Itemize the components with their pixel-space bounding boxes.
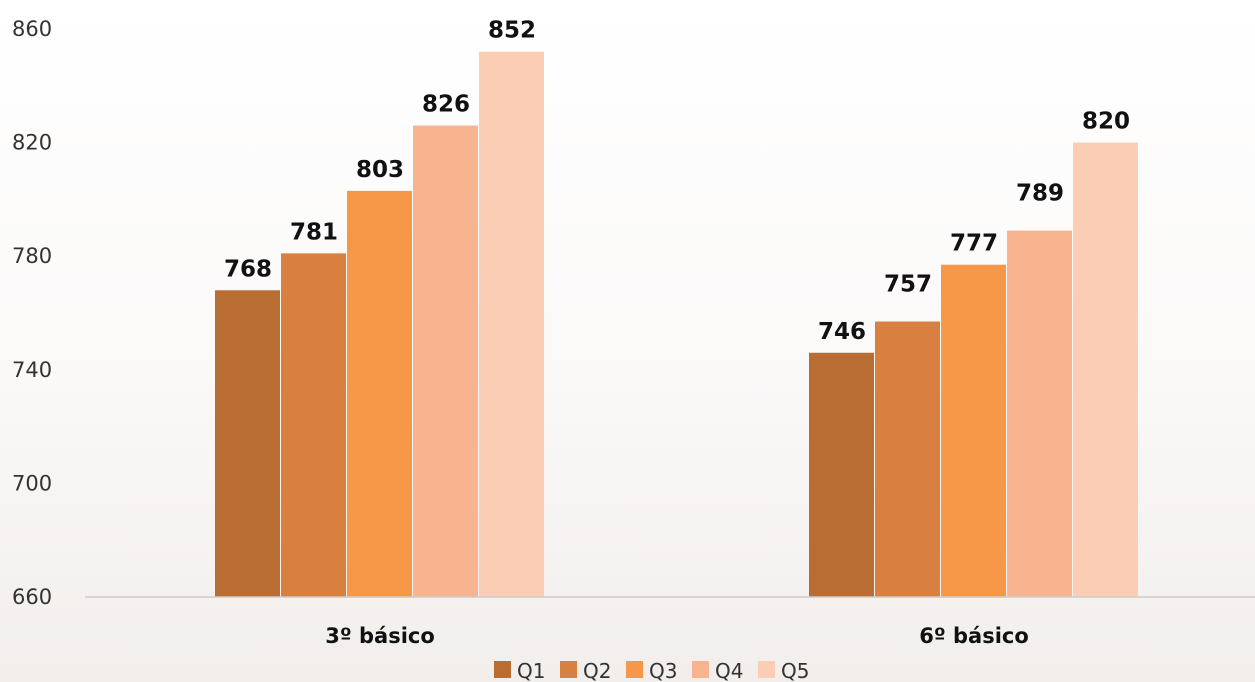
category-label: 3º básico [325, 624, 435, 648]
legend-label: Q2 [583, 659, 611, 682]
data-label-q3-2: 777 [950, 231, 998, 257]
legend-item-q2: Q2 [560, 659, 611, 682]
data-labels: 768 781 803 826 852 746 757 777 789 820 [224, 18, 1130, 345]
y-tick-label: 860 [12, 17, 52, 41]
legend-swatch [626, 661, 643, 678]
y-tick-label: 780 [12, 244, 52, 268]
bar-q5-1 [479, 51, 544, 598]
data-label-q5-2: 820 [1082, 109, 1130, 135]
data-label-q4-1: 826 [422, 92, 470, 118]
legend-label: Q4 [715, 659, 743, 682]
legend-label: Q1 [517, 659, 545, 682]
legend-label: Q3 [649, 659, 677, 682]
bar-q1-2 [809, 352, 874, 597]
legend-swatch [758, 661, 775, 678]
data-label-q3-1: 803 [356, 157, 404, 183]
legend-label: Q5 [781, 659, 809, 682]
legend-swatch [692, 661, 709, 678]
y-tick-label: 820 [12, 131, 52, 155]
data-label-q5-1: 852 [488, 18, 536, 44]
legend-item-q4: Q4 [692, 659, 743, 682]
bar-q5-2 [1073, 142, 1138, 597]
legend-swatch [560, 661, 577, 678]
bar-q2-2 [875, 321, 940, 597]
y-tick-label: 700 [12, 471, 52, 495]
bar-q2-1 [281, 253, 346, 598]
bar-q4-2 [1007, 230, 1072, 597]
x-axis: 3º básico 6º básico [325, 624, 1029, 648]
data-label-q1-2: 746 [818, 319, 866, 345]
category-label: 6º básico [919, 624, 1029, 648]
legend-item-q5: Q5 [758, 659, 809, 682]
data-label-q2-1: 781 [290, 219, 338, 245]
bar-q3-2 [941, 264, 1006, 597]
legend: Q1 Q2 Q3 Q4 Q5 [494, 659, 809, 682]
bar-q4-1 [413, 125, 478, 597]
y-axis: 660 700 740 780 820 860 [12, 17, 52, 609]
bars [215, 51, 1138, 598]
data-label-q1-1: 768 [224, 256, 272, 282]
y-tick-label: 740 [12, 358, 52, 382]
bar-q1-1 [215, 290, 280, 597]
legend-swatch [494, 661, 511, 678]
data-label-q2-2: 757 [884, 272, 932, 298]
legend-item-q1: Q1 [494, 659, 545, 682]
y-tick-label: 660 [12, 585, 52, 609]
legend-item-q3: Q3 [626, 659, 677, 682]
bar-q3-1 [347, 190, 412, 597]
data-label-q4-2: 789 [1016, 181, 1064, 207]
